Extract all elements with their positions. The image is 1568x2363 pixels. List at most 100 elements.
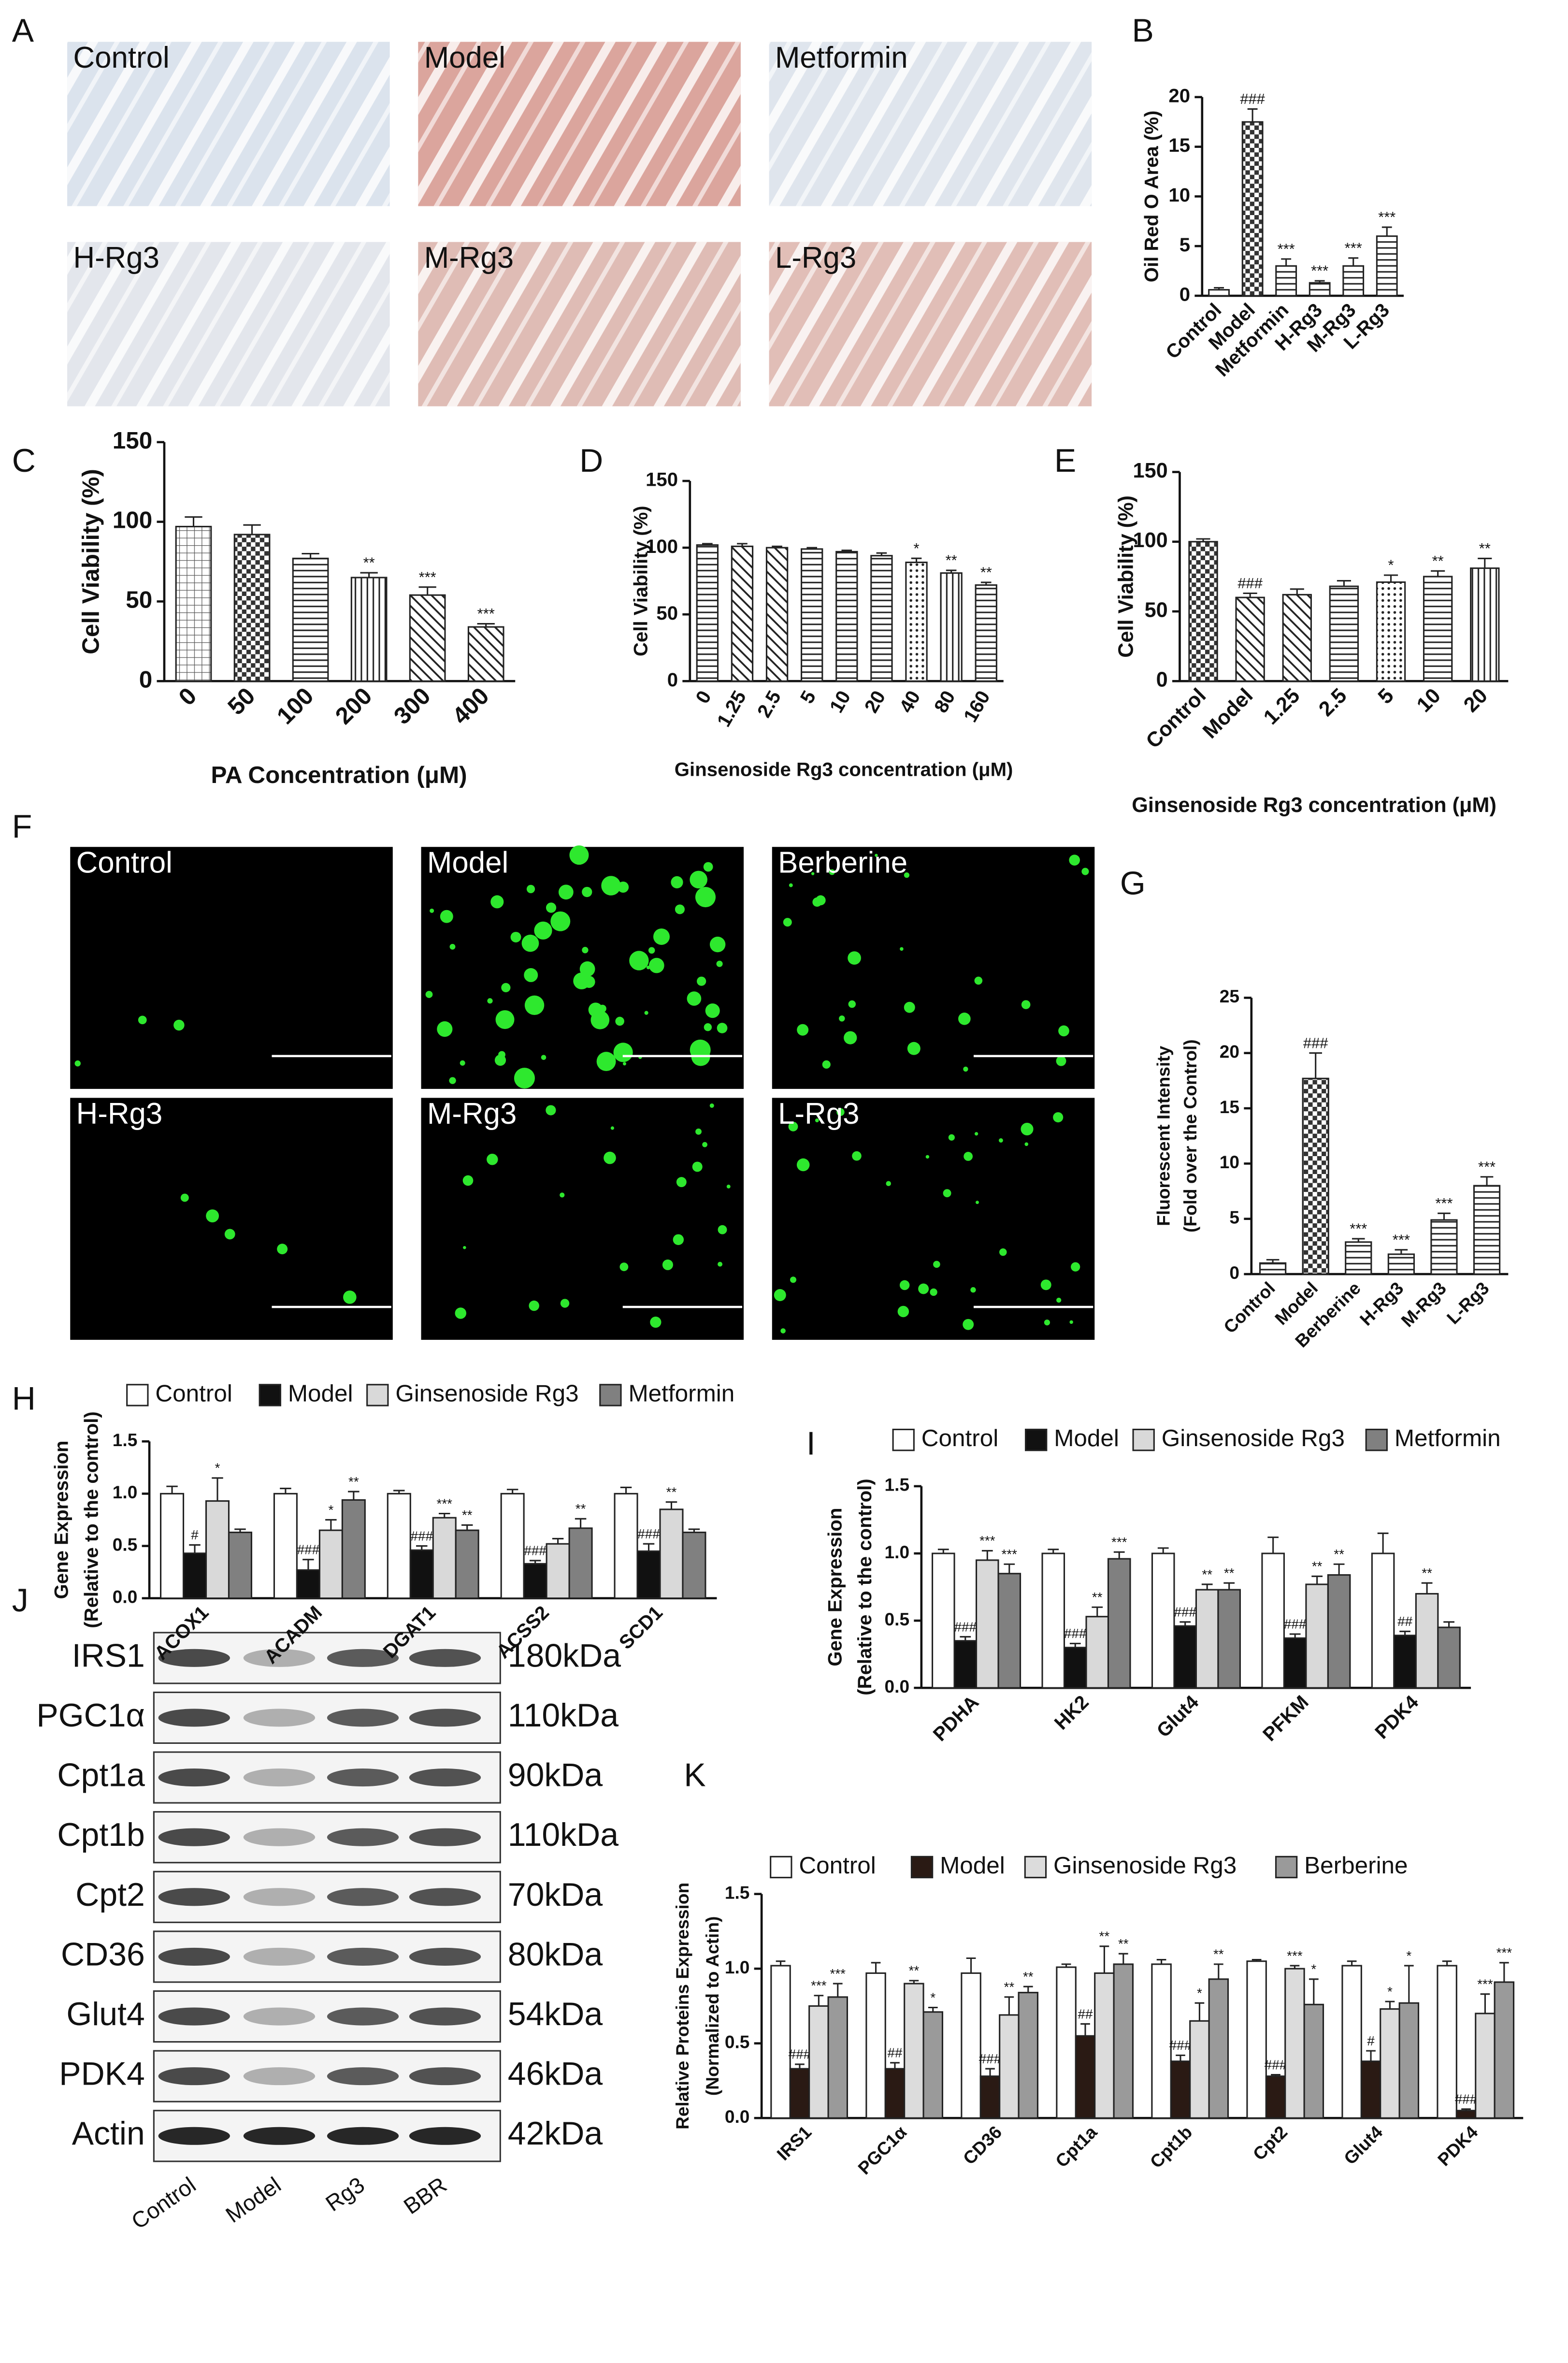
- fluorescent-spot: [653, 928, 670, 945]
- x-tick-label: Control: [1142, 684, 1211, 753]
- error-bar: [1348, 257, 1359, 266]
- error-bar: [1442, 1960, 1452, 1966]
- bar: [1241, 121, 1264, 297]
- significance-label: ##: [1078, 2006, 1093, 2021]
- bar: [1437, 1965, 1457, 2119]
- significance-label: ***: [1278, 240, 1295, 257]
- bar: [731, 545, 754, 682]
- y-axis-label: Oil Red O Area (%): [1140, 111, 1162, 283]
- bar: [1360, 2060, 1381, 2119]
- error-bar: [1061, 1963, 1071, 1968]
- micrograph-label: Control: [73, 41, 169, 74]
- y-tick-label: 100: [113, 507, 152, 534]
- bar: [1470, 567, 1500, 682]
- bar: [1189, 2020, 1210, 2119]
- bar: [1261, 1552, 1285, 1689]
- significance-label: **: [909, 1963, 920, 1978]
- x-tick-label: Cpt1b: [1146, 2122, 1196, 2172]
- blot-band: [327, 2067, 399, 2086]
- blot-band: [327, 1769, 399, 1787]
- x-tick-label: PDHA: [929, 1691, 983, 1745]
- error-bar: [1314, 280, 1325, 283]
- micrograph-label: H-Rg3: [76, 1097, 163, 1131]
- fluorescent-spot: [425, 991, 433, 998]
- x-tick-label: PDK4: [1371, 1691, 1423, 1743]
- error-bar: [1381, 226, 1392, 236]
- error-bar: [1092, 1606, 1103, 1617]
- fluorescent-spot: [709, 1103, 714, 1108]
- bar: [546, 1543, 570, 1599]
- fluorescent-spot: [449, 1077, 456, 1084]
- error-bar: [1366, 2050, 1376, 2061]
- error-bar: [1385, 2001, 1395, 2009]
- error-bar: [1196, 538, 1210, 542]
- panel-label: K: [684, 1757, 705, 1794]
- bar: [1208, 289, 1230, 297]
- bar: [979, 2075, 1001, 2119]
- error-bar: [841, 550, 852, 552]
- fluorescent-spot: [675, 904, 685, 914]
- significance-label: ###: [1265, 2057, 1287, 2072]
- blot-band: [243, 1947, 316, 1966]
- fluorescent-spot: [844, 1031, 857, 1044]
- blot-band: [327, 2007, 399, 2026]
- significance-label: ***: [1496, 1945, 1512, 1960]
- significance-label: ##: [1397, 1614, 1412, 1629]
- error-bar: [1176, 2054, 1185, 2061]
- legend-label: Metformin: [1395, 1425, 1501, 1451]
- fluorescent-spot: [524, 968, 538, 982]
- error-bar: [1395, 1249, 1408, 1254]
- y-axis-label: (Normalized to Actin): [702, 1916, 722, 2096]
- protein-name: PGC1α: [36, 1697, 144, 1734]
- bar: [922, 2011, 944, 2119]
- fluorescent-spot: [702, 1142, 707, 1147]
- error-bar: [1443, 1621, 1454, 1627]
- legend-label: Ginsenoside Rg3: [1053, 1852, 1237, 1879]
- band-size: 70kDa: [508, 1876, 603, 1913]
- blot-band: [243, 1828, 316, 1846]
- bar: [808, 2005, 829, 2119]
- bar: [1305, 1583, 1329, 1689]
- error-bar: [833, 1983, 843, 1997]
- fluorescent-spot: [173, 1019, 185, 1031]
- fluorescent-spot: [709, 936, 726, 953]
- significance-label: ***: [1378, 209, 1395, 226]
- x-tick-label: 10: [1412, 684, 1445, 717]
- fluorescent-spot: [440, 910, 453, 923]
- fluorescent-spot: [550, 911, 571, 931]
- significance-label: ###: [789, 2047, 811, 2062]
- lane-label: BBR: [399, 2172, 451, 2219]
- error-bar: [1290, 1965, 1300, 1969]
- micrograph-texture: [769, 42, 1092, 206]
- significance-label: ***: [1002, 1547, 1018, 1562]
- bar: [455, 1529, 479, 1599]
- error-bar: [643, 1543, 655, 1551]
- panel-label: J: [12, 1582, 29, 1619]
- legend-label: Control: [799, 1852, 876, 1879]
- bar: [1188, 541, 1218, 682]
- significance-label: **: [1202, 1567, 1212, 1582]
- significance-label: *: [328, 1502, 333, 1517]
- x-tick-label: PGC1α: [854, 2122, 910, 2178]
- bar: [409, 1549, 434, 1599]
- fluorescent-spot: [560, 1192, 565, 1198]
- fluorescent-spot: [138, 1015, 147, 1025]
- bar: [827, 1996, 849, 2119]
- significance-label: *: [1406, 1948, 1411, 1963]
- fluorescent-spot: [925, 1155, 930, 1159]
- micrograph-label: Metformin: [775, 41, 908, 74]
- error-bar: [1157, 1547, 1169, 1554]
- protein-name: Actin: [72, 2115, 145, 2152]
- significance-label: ***: [419, 568, 436, 585]
- error-bar: [552, 1537, 564, 1544]
- significance-label: ###: [1240, 90, 1265, 107]
- fluorescent-spot: [829, 869, 835, 875]
- band-size: 46kDa: [508, 2056, 603, 2092]
- x-tick-label: 300: [388, 682, 435, 729]
- blot-band: [243, 2067, 316, 2086]
- band-size: 90kDa: [508, 1757, 603, 1794]
- bar: [884, 2068, 906, 2119]
- error-bar: [1048, 1549, 1059, 1554]
- y-tick-label: 1.0: [113, 1482, 138, 1502]
- fluorescent-spot: [529, 1300, 539, 1311]
